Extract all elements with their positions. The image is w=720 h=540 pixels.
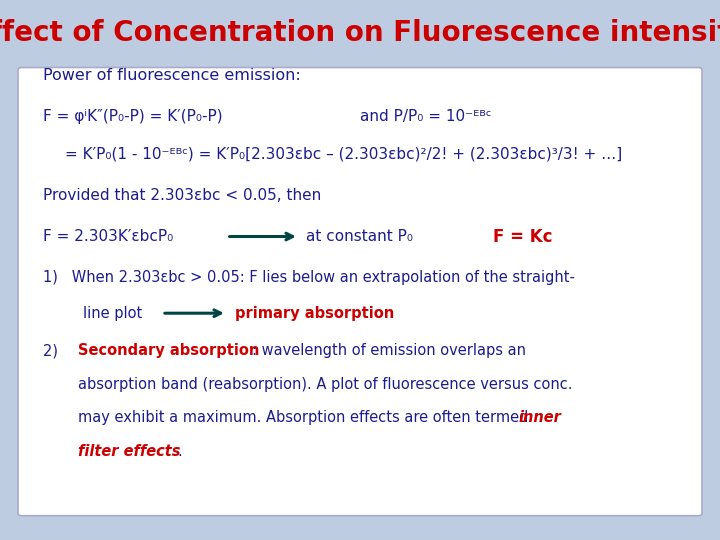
Text: line plot: line plot xyxy=(83,306,142,321)
Text: .: . xyxy=(177,444,182,459)
Text: may exhibit a maximum. Absorption effects are often termed: may exhibit a maximum. Absorption effect… xyxy=(78,410,533,426)
Text: = K′P₀(1 - 10⁻ᴱᴮᶜ) = K′P₀[2.303εbc – (2.303εbc)²/2! + (2.303εbc)³/3! + …]: = K′P₀(1 - 10⁻ᴱᴮᶜ) = K′P₀[2.303εbc – (2.… xyxy=(65,146,622,161)
Text: at constant P₀: at constant P₀ xyxy=(306,229,413,244)
Text: inner: inner xyxy=(518,410,562,426)
Text: : wavelength of emission overlaps an: : wavelength of emission overlaps an xyxy=(252,343,526,359)
Text: filter effects: filter effects xyxy=(78,444,180,459)
Text: and P/P₀ = 10⁻ᴱᴮᶜ: and P/P₀ = 10⁻ᴱᴮᶜ xyxy=(360,109,492,124)
Text: F = Kc: F = Kc xyxy=(493,227,553,246)
Text: 2): 2) xyxy=(43,343,72,359)
Text: absorption band (reabsorption). A plot of fluorescence versus conc.: absorption band (reabsorption). A plot o… xyxy=(78,377,572,392)
Text: Secondary absorption: Secondary absorption xyxy=(78,343,259,359)
Text: Provided that 2.303εbc < 0.05, then: Provided that 2.303εbc < 0.05, then xyxy=(43,188,321,203)
Text: 1)   When 2.303εbc > 0.05: F lies below an extrapolation of the straight-: 1) When 2.303εbc > 0.05: F lies below an… xyxy=(43,269,575,285)
Text: Effect of Concentration on Fluorescence intensity: Effect of Concentration on Fluorescence … xyxy=(0,19,720,47)
Text: Power of fluorescence emission:: Power of fluorescence emission: xyxy=(43,68,301,83)
FancyBboxPatch shape xyxy=(18,68,702,516)
Text: F = 2.303K′εbcP₀: F = 2.303K′εbcP₀ xyxy=(43,229,174,244)
Text: F = φⁱK″(P₀-P) = K′(P₀-P): F = φⁱK″(P₀-P) = K′(P₀-P) xyxy=(43,109,222,124)
Text: primary absorption: primary absorption xyxy=(235,306,394,321)
